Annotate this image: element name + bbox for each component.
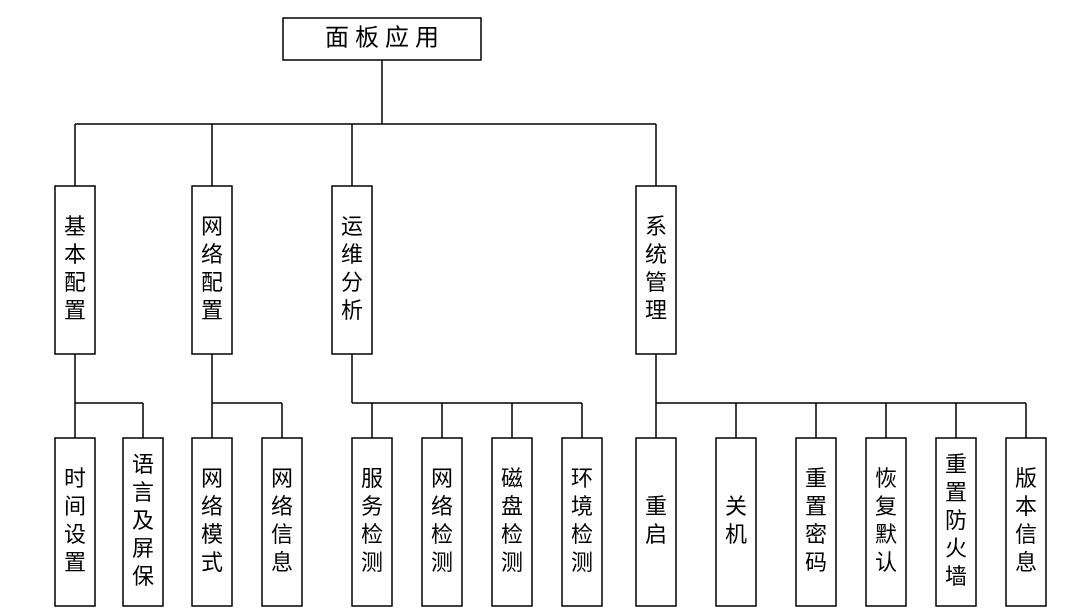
root-label: 面板应用	[325, 25, 445, 52]
leaf-label: 语言及屏保	[132, 452, 154, 589]
leaf-label: 重置防火墙	[945, 452, 967, 589]
hierarchy-diagram: 面板应用基本配置网络配置运维分析系统管理时间设置语言及屏保网络模式网络信息服务检…	[0, 0, 1080, 616]
